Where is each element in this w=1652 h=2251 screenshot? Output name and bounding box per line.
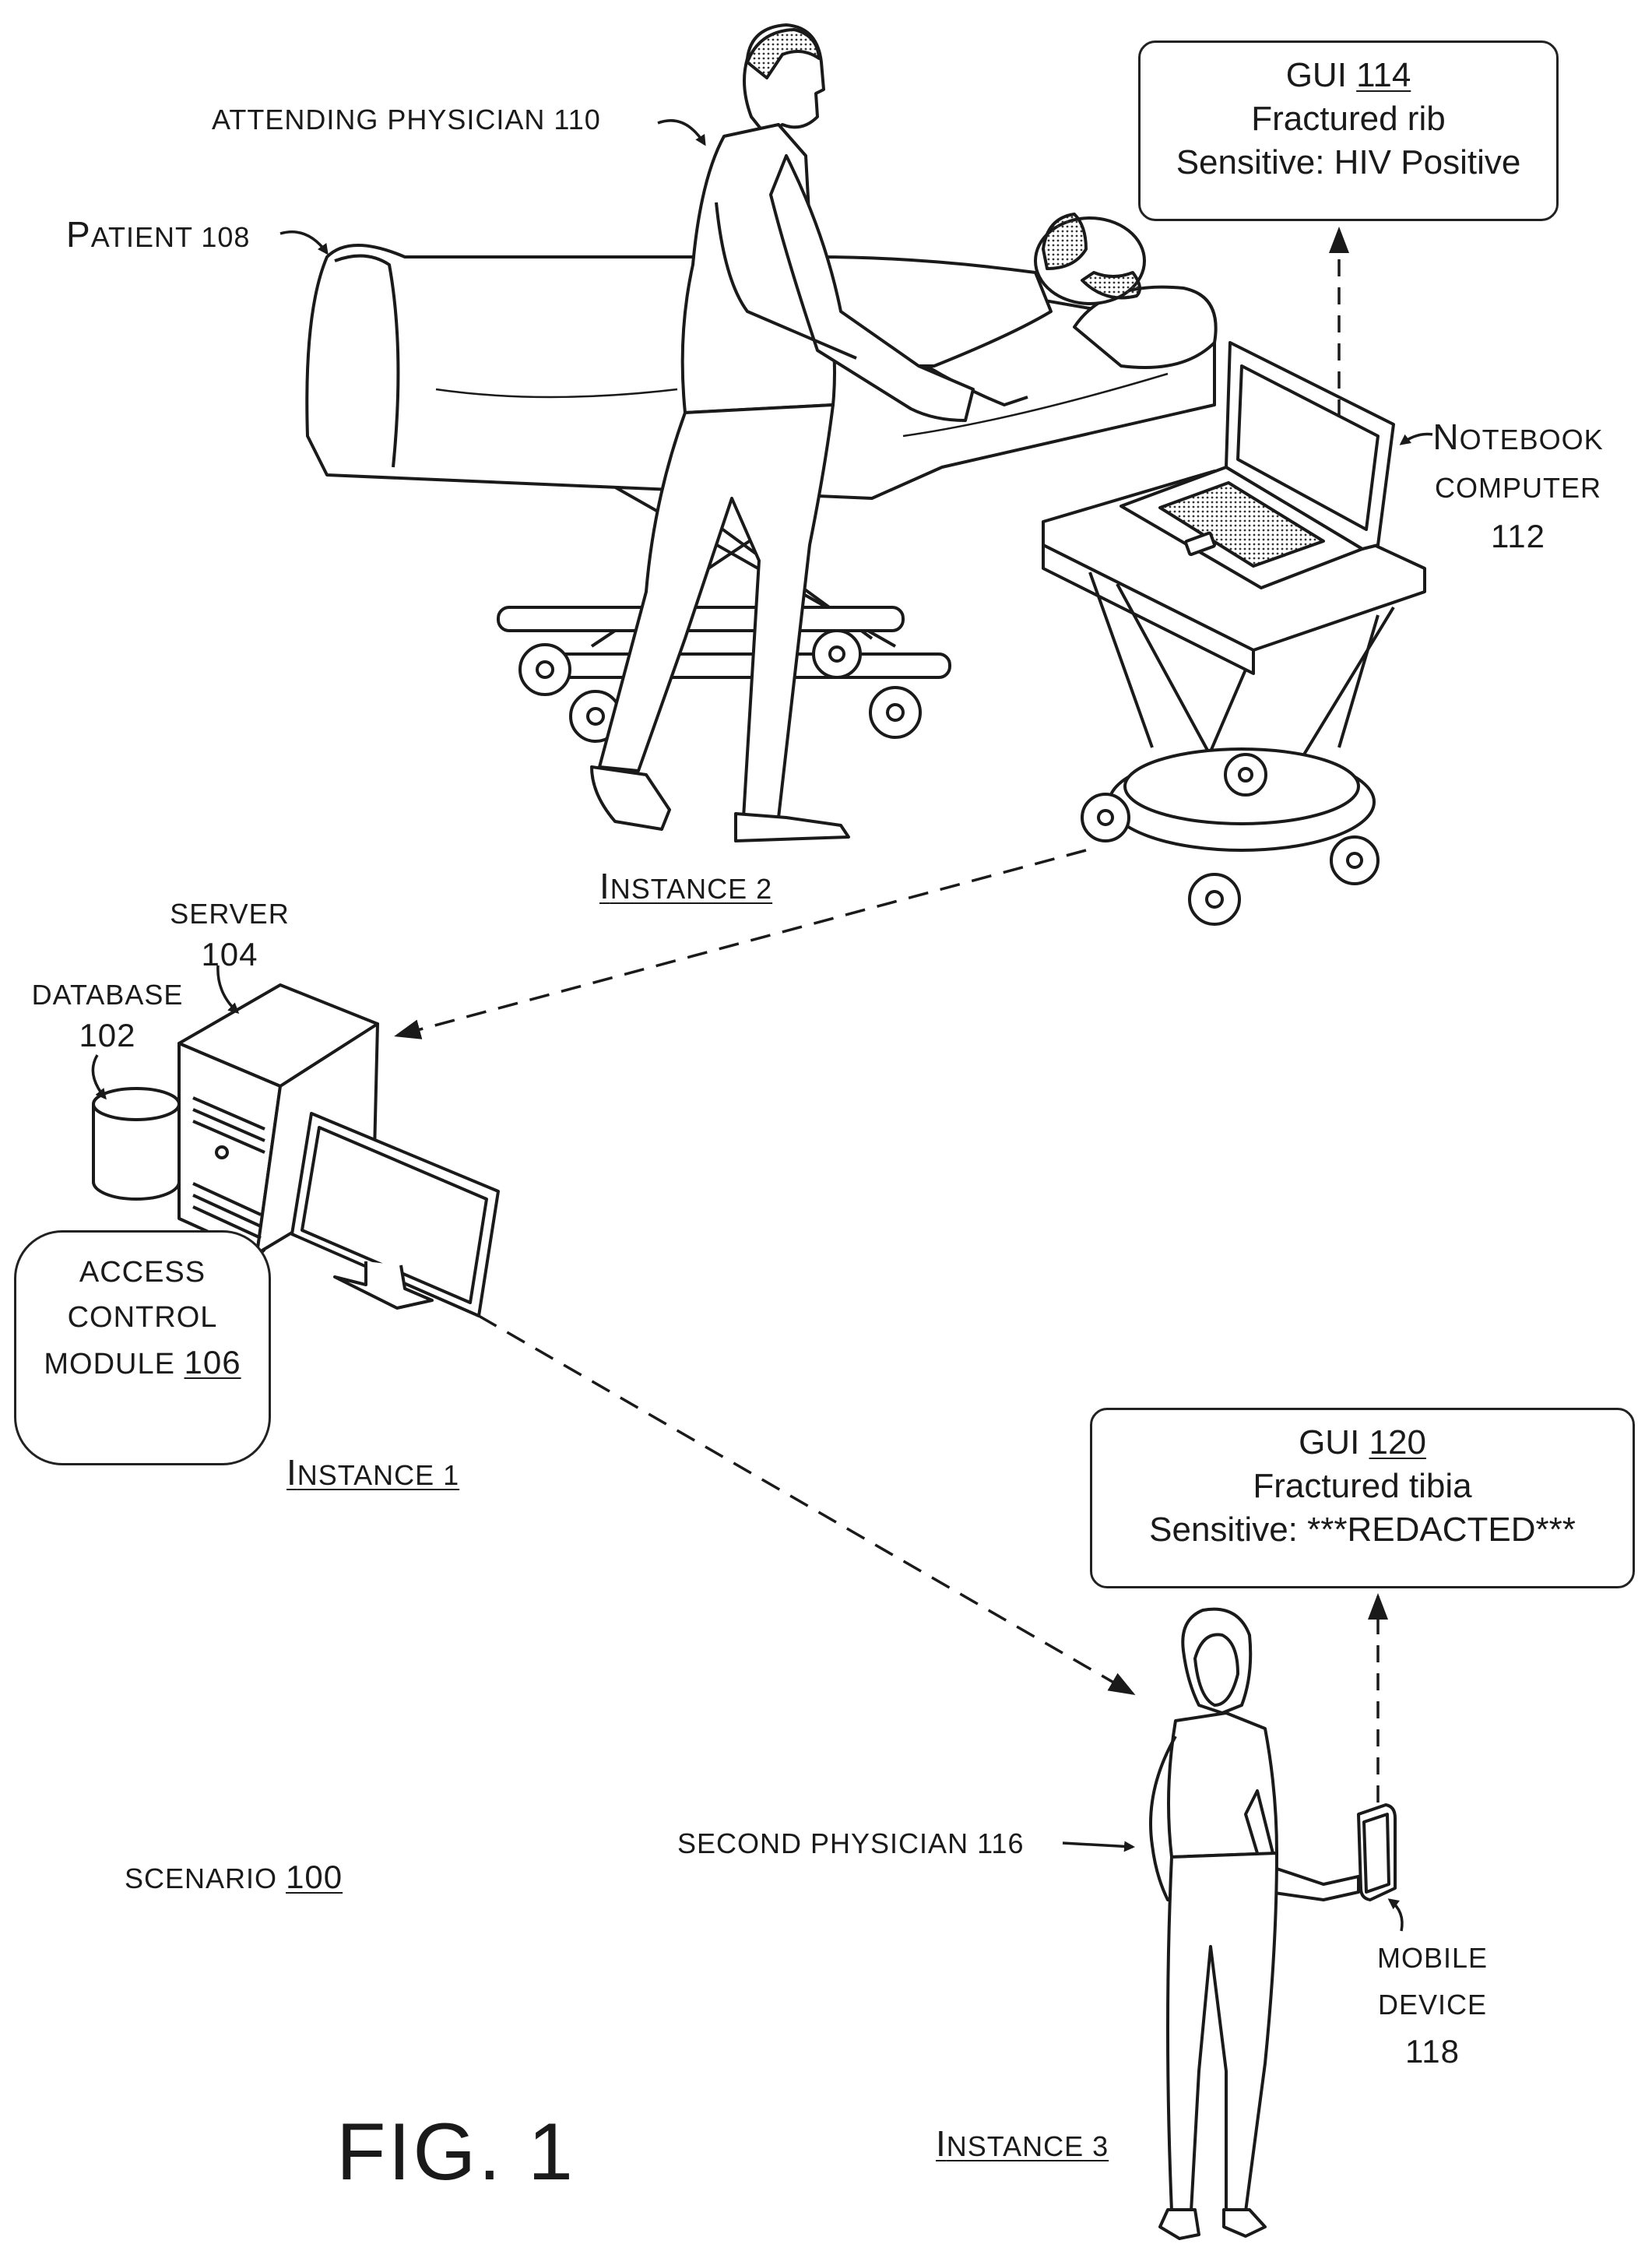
gui-114-sensitive: Sensitive: HIV Positive — [1141, 141, 1556, 185]
gui-114-number: 114 — [1356, 56, 1411, 94]
patient-label-rest: ATIENT 108 — [91, 221, 251, 253]
gui-120-box: GUI 120 Fractured tibia Sensitive: ***RE… — [1090, 1408, 1635, 1588]
monitor-illustration — [292, 1113, 498, 1316]
instance-1-label: INSTANCE 1 — [286, 1454, 459, 1490]
gui-114-diagnosis: Fractured rib — [1141, 97, 1556, 141]
cart-wheel — [1082, 794, 1129, 841]
gui-120-sensitive: Sensitive: ***REDACTED*** — [1092, 1508, 1633, 1552]
database-illustration — [93, 1089, 179, 1199]
figure-title: FIG. 1 — [336, 2112, 575, 2193]
gui-114-title: GUI 114 — [1141, 54, 1556, 97]
notebook-computer-label: NOTEBOOK COMPUTER 112 — [1425, 413, 1612, 561]
database-label: DATABASE 102 — [14, 975, 201, 1056]
cart-wheel — [1331, 837, 1378, 884]
leader-database — [93, 1055, 105, 1098]
scenario-label: SCENARIO 100 — [125, 1861, 343, 1894]
access-control-module-box: ACCESS CONTROL MODULE 106 — [14, 1230, 271, 1465]
cart-wheel — [1225, 754, 1266, 795]
gui-120-number: 120 — [1369, 1423, 1426, 1461]
instance-3-label: INSTANCE 3 — [936, 2126, 1109, 2161]
leader-patient — [280, 232, 327, 253]
mobile-device-illustration — [1359, 1805, 1395, 1900]
gui-114-box: GUI 114 Fractured rib Sensitive: HIV Pos… — [1138, 40, 1559, 221]
dashed-arrow-server-to-second-physician — [479, 1316, 1133, 1694]
leader-second-physician — [1063, 1843, 1133, 1847]
stretcher-wheel — [814, 631, 860, 677]
stretcher-wheel — [520, 645, 570, 695]
patient-label-initial: P — [66, 214, 91, 255]
second-physician-label: SECOND PHYSICIAN 116 — [677, 1830, 1024, 1858]
second-physician-illustration — [1151, 1609, 1359, 2239]
instance-2-label: INSTANCE 2 — [599, 868, 772, 904]
leader-mobile-device — [1390, 1900, 1402, 1931]
attending-physician-label: ATTENDING PHYSICIAN 110 — [212, 106, 601, 134]
gui-120-diagnosis: Fractured tibia — [1092, 1465, 1633, 1508]
stretcher-wheel — [870, 688, 920, 737]
gui-120-title: GUI 120 — [1092, 1421, 1633, 1465]
mobile-device-label: MOBILE DEVICE 118 — [1355, 1935, 1510, 2075]
patient-label: PATIENT 108 — [66, 216, 250, 252]
leader-attending-physician — [658, 121, 705, 144]
cart-wheel — [1190, 874, 1239, 924]
server-label: SERVER 104 — [152, 894, 308, 975]
